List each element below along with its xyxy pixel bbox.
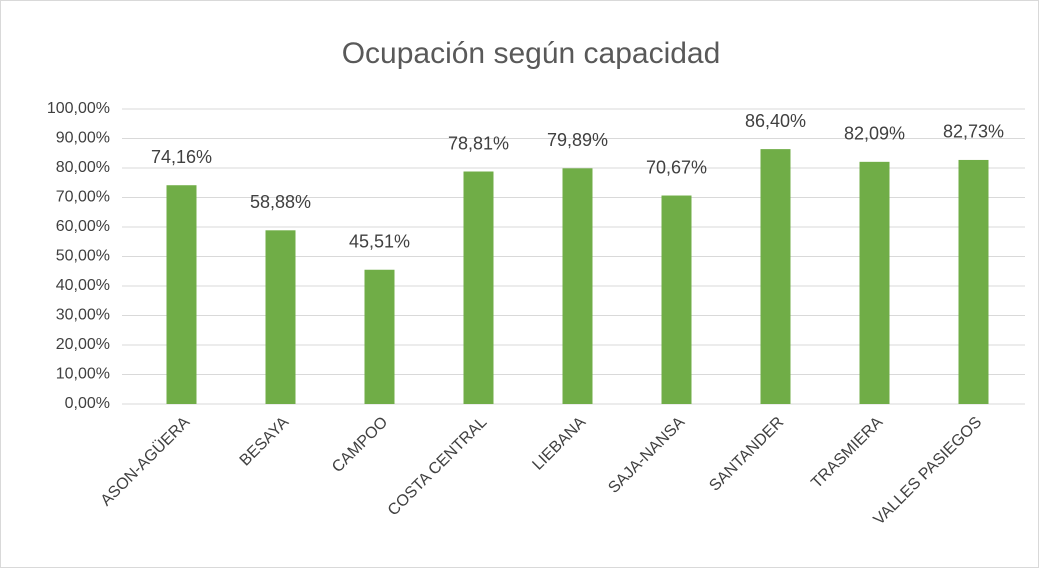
bar: [562, 168, 593, 404]
y-tick-label: 20,00%: [56, 336, 110, 353]
bar: [958, 159, 989, 404]
data-label: 82,09%: [844, 124, 905, 144]
bar: [265, 230, 296, 404]
data-label: 82,73%: [943, 122, 1004, 142]
y-tick-label: 60,00%: [56, 218, 110, 235]
data-label: 78,81%: [448, 133, 509, 153]
chart-title: Ocupación según capacidad: [342, 37, 721, 70]
y-tick-label: 0,00%: [65, 395, 110, 412]
bar: [463, 171, 494, 404]
data-label: 74,16%: [151, 147, 212, 167]
bar: [364, 269, 395, 404]
y-tick-label: 40,00%: [56, 277, 110, 294]
bar: [859, 161, 890, 404]
bar: [661, 195, 692, 404]
y-tick-label: 100,00%: [47, 100, 110, 117]
y-tick-label: 10,00%: [56, 366, 110, 383]
data-label: 70,67%: [646, 157, 707, 177]
y-tick-label: 90,00%: [56, 130, 110, 147]
bar: [760, 149, 791, 404]
y-tick-label: 80,00%: [56, 159, 110, 176]
y-tick-label: 70,00%: [56, 189, 110, 206]
data-label: 86,40%: [745, 111, 806, 131]
data-label: 79,89%: [547, 130, 608, 150]
data-label: 58,88%: [250, 192, 311, 212]
y-tick-label: 50,00%: [56, 248, 110, 265]
bar: [166, 185, 197, 404]
y-tick-label: 30,00%: [56, 307, 110, 324]
data-label: 45,51%: [349, 231, 410, 251]
